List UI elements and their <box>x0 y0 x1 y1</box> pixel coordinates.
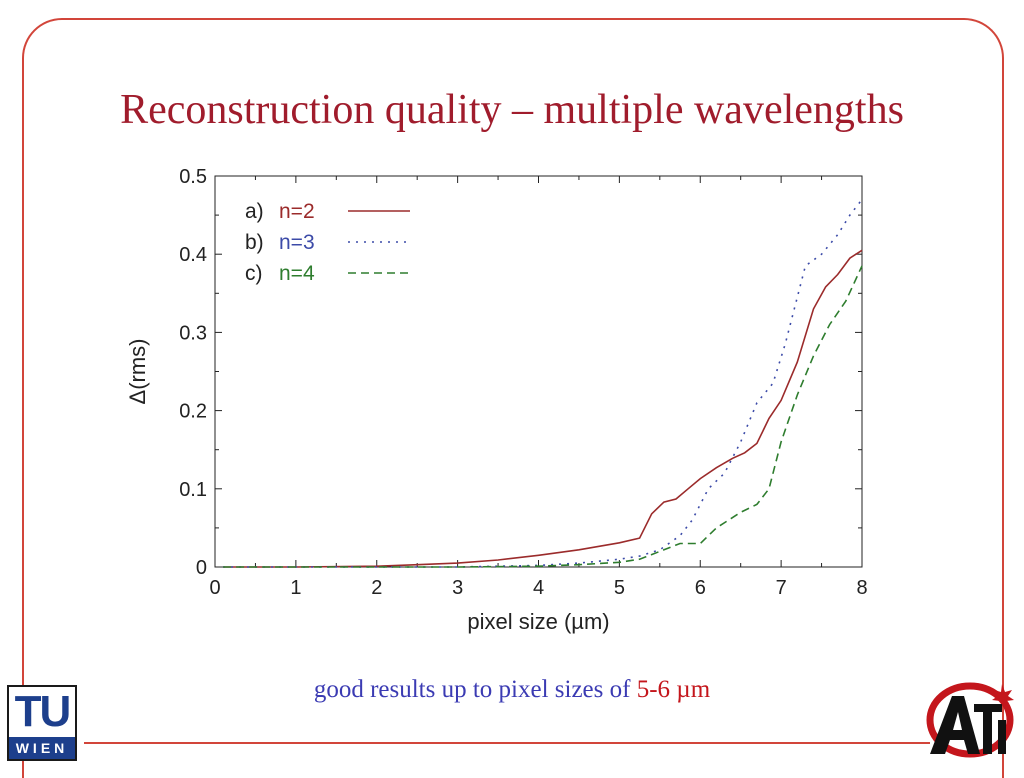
tu-wien-logo: TU WIEN <box>7 685 77 761</box>
x-tick-label: 3 <box>452 577 463 599</box>
slide-frame <box>22 18 1004 778</box>
footer-divider <box>84 742 930 744</box>
y-tick-label: 0.3 <box>179 322 207 344</box>
tu-logo-text: TU <box>14 687 72 736</box>
ati-logo <box>926 682 1014 758</box>
x-tick-label: 0 <box>209 577 220 599</box>
x-tick-label: 6 <box>695 577 706 599</box>
x-tick-label: 1 <box>290 577 301 599</box>
y-tick-label: 0.4 <box>179 244 207 266</box>
series-line-n3 <box>223 199 863 568</box>
ati-logo-a <box>930 696 980 754</box>
y-axis-label: Δ(rms) <box>125 339 150 405</box>
y-tick-label: 0.5 <box>179 166 207 188</box>
series-line-n4 <box>223 265 863 568</box>
wien-logo-text: WIEN <box>9 737 75 759</box>
x-tick-label: 7 <box>776 577 787 599</box>
line-chart: 0 1 2 3 4 5 6 7 8 0 0.1 0.2 0.3 0.4 0.5 pixel size (µm)… <box>125 166 868 634</box>
y-tick-label: 0.2 <box>179 401 207 423</box>
ati-logo-i <box>998 720 1006 754</box>
x-tick-label: 4 <box>533 577 544 599</box>
x-axis-label: pixel size (µm) <box>467 609 609 634</box>
legend-label-name: n=2 <box>279 200 315 223</box>
legend-label-name: n=4 <box>279 262 315 285</box>
x-tick-label: 2 <box>371 577 382 599</box>
legend-label-letter: a) <box>245 200 264 223</box>
series-line-n2 <box>223 249 863 568</box>
y-tick-label: 0 <box>196 557 207 579</box>
caption-highlight: 5-6 µm <box>636 676 711 703</box>
legend-label-letter: b) <box>245 231 264 254</box>
x-tick-label: 5 <box>614 577 625 599</box>
maple-leaf-icon <box>992 684 1014 708</box>
ati-logo-t-stem <box>983 704 992 754</box>
x-tick-label: 8 <box>856 577 867 599</box>
chart-container: 0 1 2 3 4 5 6 7 8 0 0.1 0.2 0.3 0.4 0.5 pixel size (µm)… <box>90 155 890 645</box>
legend-label-name: n=3 <box>279 231 315 254</box>
y-tick-label: 0.1 <box>179 479 207 501</box>
caption: good results up to pixel sizes of 5-6 µm <box>0 676 1024 704</box>
caption-text: good results up to pixel sizes of <box>313 676 637 703</box>
slide-title: Reconstruction quality – multiple wavele… <box>120 87 904 133</box>
legend-label-letter: c) <box>245 262 263 285</box>
